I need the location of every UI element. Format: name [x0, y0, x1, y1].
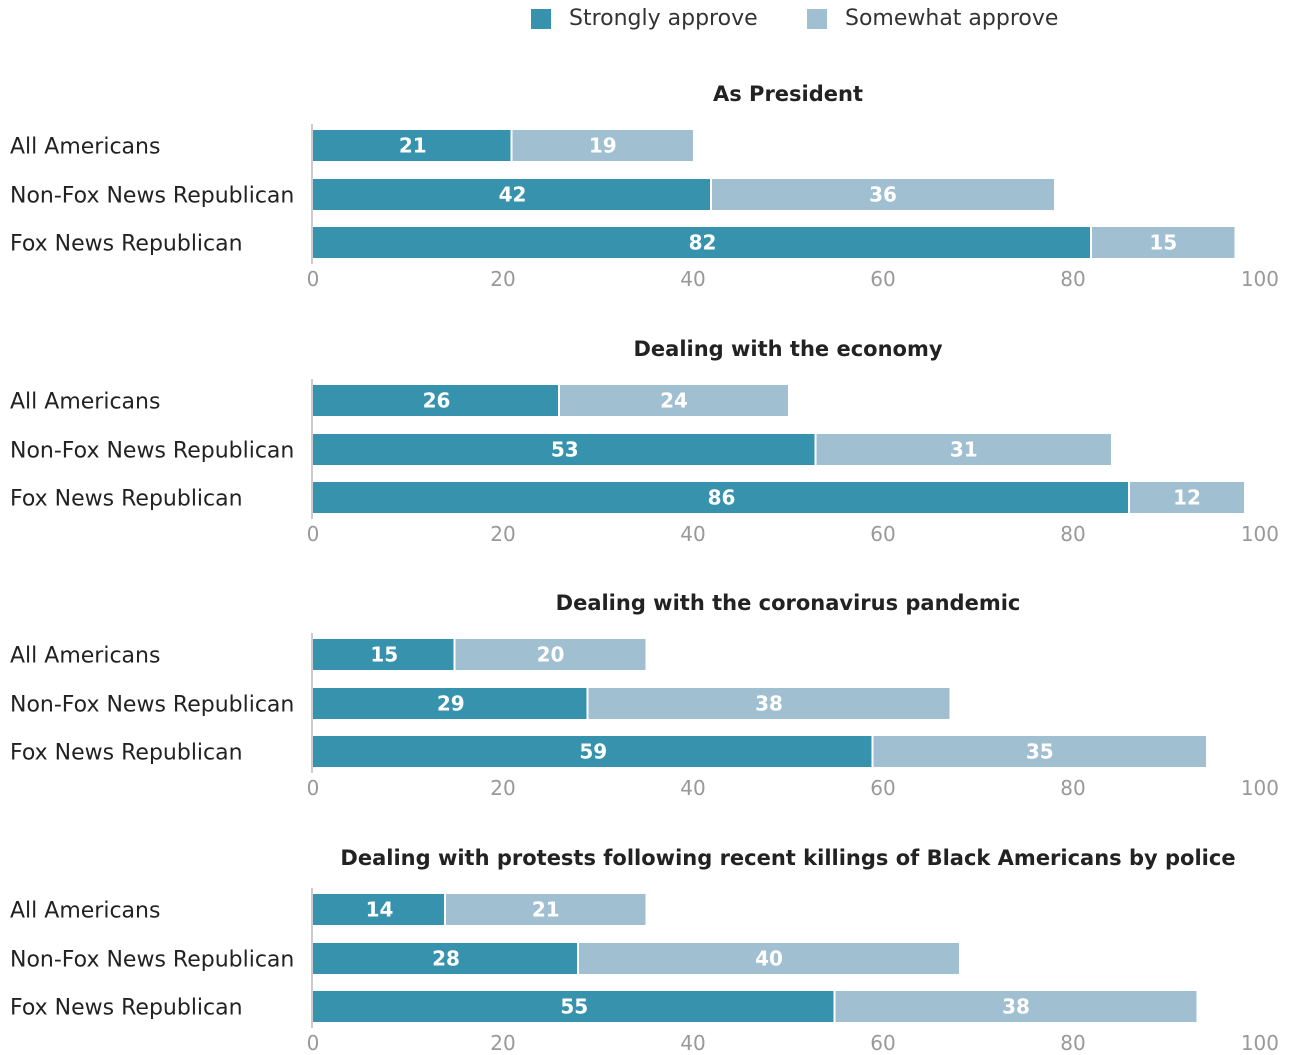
x-tick-label: 80 [1060, 776, 1085, 800]
x-tick-label: 20 [490, 1031, 515, 1055]
category-label: Fox News Republican [10, 996, 243, 1021]
x-tick-label: 60 [870, 267, 895, 291]
legend-swatch-strongly [531, 8, 551, 29]
x-tick-label: 0 [307, 776, 320, 800]
data-label: 29 [437, 692, 465, 716]
data-label: 14 [366, 898, 394, 922]
bar-strongly-approve [313, 943, 577, 974]
bar-strongly-approve [313, 179, 710, 210]
legend-label-somewhat: Somewhat approve [845, 6, 1059, 31]
data-label: 55 [560, 995, 588, 1019]
data-label: 21 [399, 134, 427, 158]
data-label: 24 [660, 389, 688, 413]
bar-somewhat-approve [560, 385, 788, 416]
category-label: Non-Fox News Republican [10, 693, 294, 718]
x-tick-label: 40 [680, 776, 705, 800]
bar-somewhat-approve [446, 894, 646, 925]
category-label: Fox News Republican [10, 232, 243, 257]
chart-title: Dealing with protests following recent k… [340, 846, 1235, 870]
category-label: All Americans [10, 390, 160, 415]
x-tick-label: 100 [1241, 522, 1279, 546]
x-tick-label: 80 [1060, 522, 1085, 546]
category-label: All Americans [10, 899, 160, 924]
x-tick-label: 80 [1060, 267, 1085, 291]
chart-title: Dealing with the economy [633, 337, 942, 361]
data-label: 42 [499, 183, 527, 207]
bar-somewhat-approve [873, 736, 1206, 767]
bar-somewhat-approve [579, 943, 959, 974]
bar-strongly-approve [313, 434, 815, 465]
bar-strongly-approve [313, 736, 872, 767]
bar-somewhat-approve [588, 688, 950, 719]
data-label: 38 [1002, 995, 1030, 1019]
x-tick-label: 60 [870, 776, 895, 800]
bar-strongly-approve [313, 639, 454, 670]
bar-strongly-approve [313, 894, 444, 925]
category-label: All Americans [10, 135, 160, 160]
x-tick-label: 0 [307, 1031, 320, 1055]
x-tick-label: 100 [1241, 776, 1279, 800]
category-label: Non-Fox News Republican [10, 948, 294, 973]
bar-somewhat-approve [455, 639, 646, 670]
chart-title: Dealing with the coronavirus pandemic [556, 591, 1021, 615]
bar-somewhat-approve [1130, 482, 1244, 513]
data-label: 53 [551, 438, 579, 462]
bar-strongly-approve [313, 130, 511, 161]
data-label: 59 [579, 740, 607, 764]
x-tick-label: 40 [680, 522, 705, 546]
bar-somewhat-approve [512, 130, 693, 161]
legend-swatch-somewhat [807, 8, 827, 29]
data-label: 40 [755, 947, 783, 971]
category-label: Fox News Republican [10, 487, 243, 512]
data-label: 86 [708, 486, 736, 510]
bar-strongly-approve [313, 482, 1128, 513]
data-label: 19 [589, 134, 617, 158]
bar-strongly-approve [313, 688, 587, 719]
data-label: 20 [537, 643, 565, 667]
x-tick-label: 80 [1060, 1031, 1085, 1055]
x-tick-label: 100 [1241, 1031, 1279, 1055]
bar-somewhat-approve [816, 434, 1111, 465]
chart-title: As President [713, 82, 863, 106]
data-label: 21 [532, 898, 560, 922]
data-label: 36 [869, 183, 897, 207]
data-label: 15 [370, 643, 398, 667]
data-label: 82 [689, 231, 717, 255]
data-label: 31 [950, 438, 978, 462]
legend-label-strongly: Strongly approve [569, 6, 758, 31]
legend-item-strongly: Strongly approve [531, 6, 758, 31]
bar-somewhat-approve [712, 179, 1054, 210]
data-label: 35 [1026, 740, 1054, 764]
x-tick-label: 40 [680, 267, 705, 291]
x-tick-label: 20 [490, 776, 515, 800]
legend: Strongly approve Somewhat approve [0, 6, 1289, 36]
bar-strongly-approve [313, 991, 834, 1022]
bar-somewhat-approve [835, 991, 1197, 1022]
category-label: All Americans [10, 644, 160, 669]
data-label: 26 [423, 389, 451, 413]
x-tick-label: 0 [307, 522, 320, 546]
data-label: 15 [1149, 231, 1177, 255]
data-label: 38 [755, 692, 783, 716]
x-tick-label: 60 [870, 522, 895, 546]
category-label: Non-Fox News Republican [10, 439, 294, 464]
x-tick-label: 40 [680, 1031, 705, 1055]
x-tick-label: 20 [490, 522, 515, 546]
category-label: Non-Fox News Republican [10, 184, 294, 209]
category-label: Fox News Republican [10, 741, 243, 766]
x-tick-label: 0 [307, 267, 320, 291]
x-tick-label: 100 [1241, 267, 1279, 291]
x-tick-label: 20 [490, 267, 515, 291]
bar-strongly-approve [313, 227, 1090, 258]
legend-item-somewhat: Somewhat approve [807, 6, 1058, 31]
data-label: 12 [1173, 486, 1201, 510]
x-tick-label: 60 [870, 1031, 895, 1055]
data-label: 28 [432, 947, 460, 971]
bar-strongly-approve [313, 385, 558, 416]
bar-somewhat-approve [1092, 227, 1235, 258]
